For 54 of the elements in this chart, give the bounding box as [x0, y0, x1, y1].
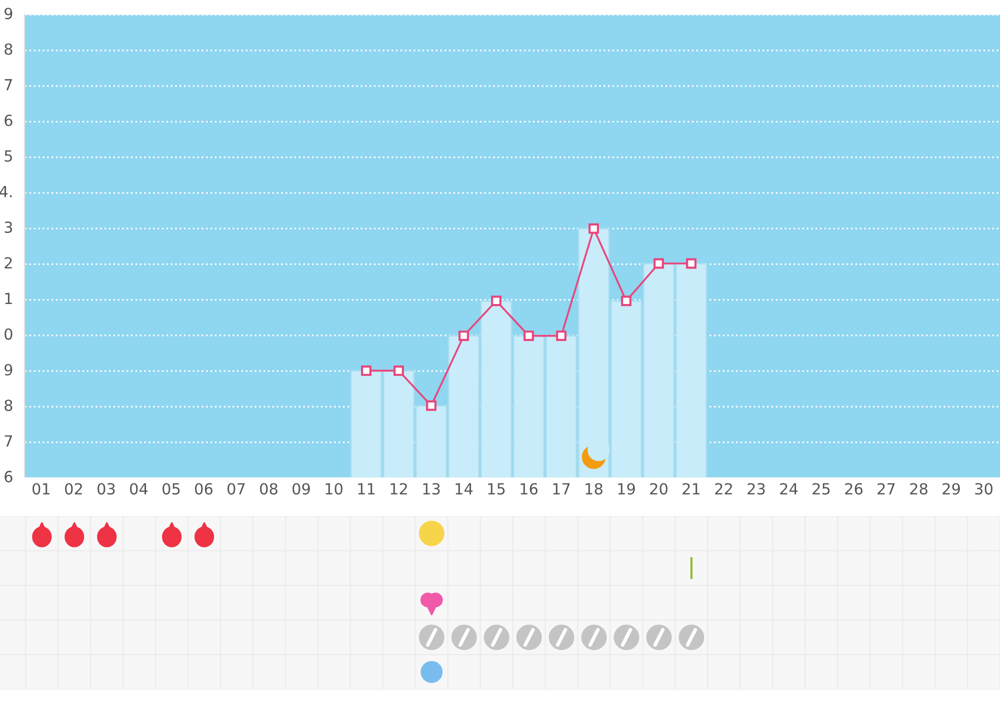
x-tick-label: 18	[586, 483, 602, 495]
x-tick-label: 19	[618, 483, 635, 495]
x-tick-label: 04	[130, 483, 148, 495]
x-tick-label: 20	[650, 483, 668, 495]
x-tick-label: 22	[715, 483, 732, 494]
point	[394, 366, 404, 376]
text: 9	[4, 8, 12, 20]
text: 5	[4, 150, 12, 162]
x-tick-label: 21	[682, 483, 700, 494]
point	[686, 258, 696, 269]
point	[524, 330, 534, 342]
x-tick-label: 16	[520, 483, 538, 495]
x-tick-label: 03	[98, 483, 115, 495]
text: 7	[4, 435, 12, 447]
x-tick-label: 02	[65, 483, 82, 495]
x-tick-label: 29	[942, 483, 960, 495]
x-tick-label: 10	[326, 483, 342, 495]
x-tick-label: 15	[488, 483, 505, 495]
text: 1	[5, 292, 12, 304]
text: 0	[4, 328, 12, 340]
point	[621, 296, 632, 306]
point	[654, 258, 664, 269]
text: 8	[4, 43, 12, 55]
x-tick-label: 05	[162, 483, 180, 495]
x-tick-label: 25	[812, 483, 830, 495]
text: 6	[4, 470, 12, 482]
point	[458, 330, 469, 342]
x-tick-label: 17	[553, 483, 570, 494]
x-tick-label: 30	[975, 483, 992, 495]
x-tick-label: 23	[748, 483, 765, 495]
text: 2	[4, 257, 12, 268]
x-tick-label: 06	[195, 483, 213, 495]
point	[361, 366, 372, 376]
text: 9	[4, 364, 12, 376]
x-tick-label: 28	[910, 483, 928, 495]
x-tick-label: 07	[228, 483, 245, 495]
x-tick-label: 13	[423, 483, 440, 495]
x-tick-label: 12	[390, 483, 407, 494]
point	[426, 400, 436, 411]
x-tick-label: 01	[32, 483, 50, 495]
text: 8	[4, 400, 12, 412]
x-tick-label: 09	[292, 483, 310, 495]
x-tick-label: 14	[456, 483, 473, 494]
x-tick-label: 24	[780, 483, 798, 494]
point	[491, 296, 502, 306]
text: 3	[4, 221, 12, 234]
text: 7	[4, 79, 12, 90]
x-tick-label: 11	[358, 483, 375, 494]
x-tick-label: 08	[260, 483, 278, 495]
x-tick-label: 27	[878, 483, 895, 494]
text: 6	[4, 114, 12, 126]
point	[556, 330, 566, 342]
x-tick-label: 26	[845, 483, 863, 495]
point	[588, 223, 599, 234]
